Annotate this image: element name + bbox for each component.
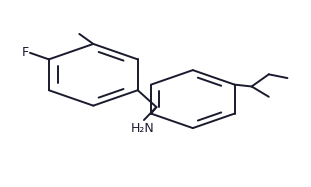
Text: H₂N: H₂N bbox=[131, 122, 154, 135]
Text: F: F bbox=[21, 46, 28, 59]
